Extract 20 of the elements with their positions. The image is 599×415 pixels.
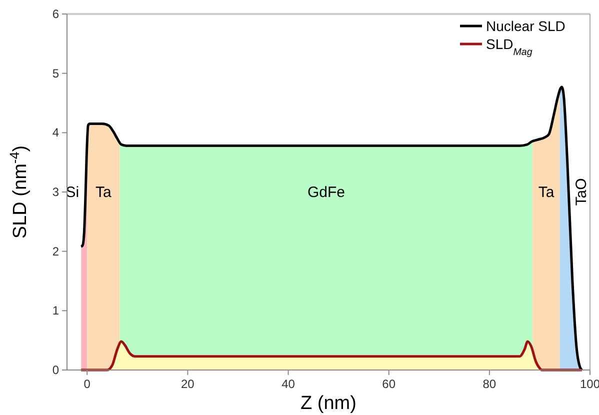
y-tick-label: 6 (52, 7, 60, 21)
y-tick-label: 1 (52, 304, 60, 318)
band-label: TaO (572, 178, 590, 206)
band-label: Ta (96, 184, 112, 201)
x-tick-label: 80 (482, 377, 496, 391)
x-tick-label: 60 (382, 377, 396, 391)
band-label: Ta (538, 184, 555, 201)
y-tick-label: 5 (52, 66, 60, 80)
y-tick-label: 2 (52, 244, 60, 258)
band-label: GdFe (307, 184, 345, 201)
line-series (80, 340, 584, 372)
legend-label: Nuclear SLD (486, 18, 566, 34)
x-axis-title: Z (nm) (300, 393, 356, 414)
y-tick-label: 4 (52, 126, 60, 140)
legend-label: SLD$_{Mag}$ (486, 36, 533, 58)
y-tick-label: 3 (52, 185, 60, 199)
y-tick-label: 0 (52, 363, 60, 377)
x-tick-label: 0 (84, 377, 91, 391)
x-tick-label: 40 (282, 377, 296, 391)
x-tick-label: 20 (181, 377, 195, 391)
